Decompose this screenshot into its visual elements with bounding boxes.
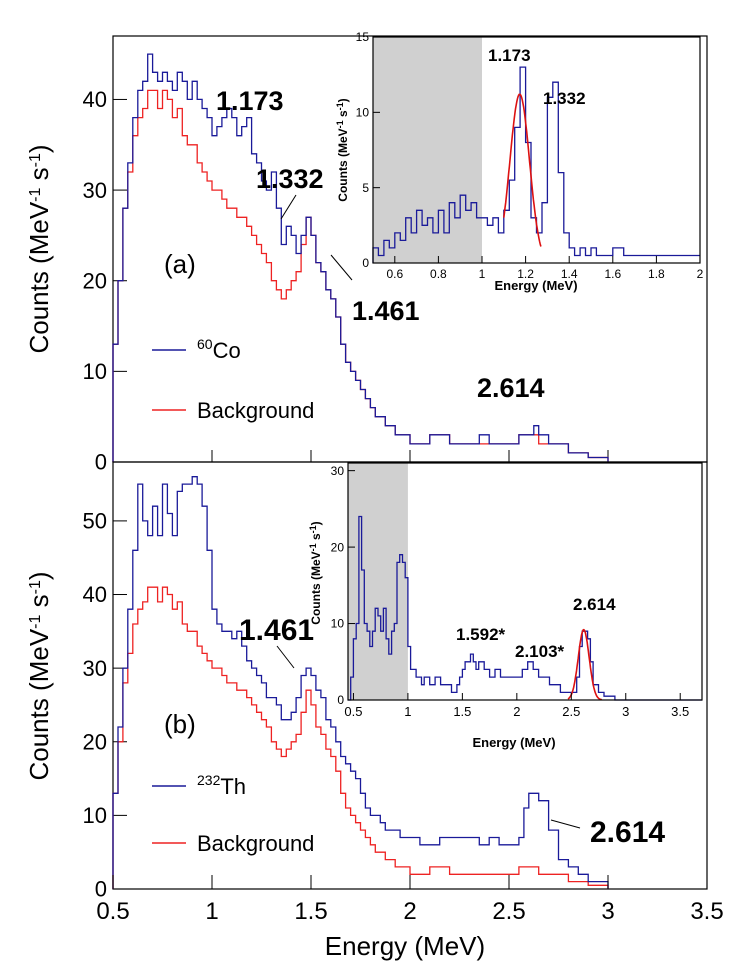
inset-a-annotation-1332: 1.332 [543,89,586,108]
x-tick-label: 3.5 [671,704,689,719]
panel-a-inset: 0 5 10 15 0.6 0.8 1 1.2 1.4 1.6 1.8 2 Counts (MeV-1… [335,30,704,293]
y-tick-label: 30 [331,464,345,478]
x-tick-label: 0.6 [386,267,403,281]
y-tick-label: 10 [356,106,370,120]
legend-b-232th: 232Th [197,772,246,799]
inset-a-annotation-1173: 1.173 [488,46,531,65]
y-tick-label: 20 [331,540,345,554]
inset-b-series [348,515,702,701]
panel-b-inset: 0 10 20 30 0.5 1 1.5 2 2.5 3 3.5 Counts (MeV-1 s-1… [308,462,703,750]
inset-a-series [372,66,700,263]
arrow-b-1461 [276,645,295,669]
x-tick-label: 2 [513,704,520,719]
y-tick-label: 20 [83,729,107,754]
y-tick-label: 0 [337,693,344,707]
y-tick-label: 30 [83,178,107,203]
x-tick-label: 2.5 [562,704,580,719]
x-tick-label: 0.5 [344,704,362,719]
panel-b-series [112,476,609,889]
inset-b-frame [347,462,703,701]
legend-a-60co: 60Co [197,336,241,363]
y-tick-label: 0 [362,256,369,270]
x-tick-label: 1 [404,704,411,719]
series-b_inset-232th-background [348,515,702,701]
annotation-b-2614: 2.614 [590,816,665,849]
x-tick-label: 1.5 [453,704,471,719]
panel-b-ticks: 0 10 20 30 40 50 [83,509,127,902]
annotation-a-1461: 1.461 [352,296,420,326]
y-tick-label: 0 [95,877,107,902]
x-tick-label: 1 [205,898,218,925]
annotation-a-2614: 2.614 [477,373,545,403]
inset-b-ticks: 0 10 20 30 0.5 1 1.5 2 2.5 3 3.5 [331,464,690,719]
inset-a-ticks: 0 5 10 15 0.6 0.8 1 1.2 1.4 1.6 1.8 2 [356,30,704,281]
y-tick-label: 50 [83,509,107,534]
arrow-a-1461 [330,254,353,281]
fit-curve-b_inset [567,628,602,701]
annotation-b-1461: 1.461 [239,614,314,647]
inset-b-annotation-2614: 2.614 [573,595,616,614]
legend-a-background: Background [197,398,314,423]
x-tick-label: 1.6 [604,267,621,281]
x-axis-label: Energy (MeV) [325,931,485,961]
y-tick-label: 30 [83,656,107,681]
arrow-a-1332 [280,194,297,220]
y-tick-label: 40 [83,87,107,112]
panel-a-tag: (a) [164,249,196,279]
series-b_main-232th [112,476,609,889]
y-tick-label: 0 [95,450,107,475]
x-tick-label: 3.5 [690,898,723,925]
x-tick-label: 3 [622,704,629,719]
x-tick-label: 0.5 [96,898,129,925]
panel-a-series [112,53,609,462]
y-tick-label: 10 [83,359,107,384]
x-tick-label: 2.5 [492,898,525,925]
y-tick-label: 15 [356,30,370,44]
inset-b-xlabel: Energy (MeV) [472,735,555,750]
legend-b-background: Background [197,831,314,856]
x-tick-label: 1.5 [294,898,327,925]
inset-b-annotation-2103: 2.103* [515,642,565,661]
y-tick-label: 40 [83,582,107,607]
inset-b-shaded-region [348,463,408,700]
series-b_main-background [112,586,609,889]
y-tick-label: 10 [83,803,107,828]
inset-b-annotation-1592: 1.592* [456,625,506,644]
inset-a-shaded-region [373,37,482,263]
y-tick-label: 5 [362,181,369,195]
fit-curve-a_inset [503,93,542,247]
arrow-b-2614 [550,819,581,829]
x-tick-label: 1.8 [648,267,665,281]
inset-a-frame [372,36,701,264]
inset-a-ylabel: Counts (MeV-1 s-1) [335,98,350,201]
x-tick-label: 2 [403,898,416,925]
inset-a-xlabel: Energy (MeV) [494,278,577,293]
y-tick-label: 10 [331,617,345,631]
panel-b-ylabel: Counts (MeV-1 s-1) [24,571,54,780]
series-a_main-60co [112,53,609,462]
panel-a-ylabel: Counts (MeV-1 s-1) [24,144,54,353]
inset-b-ylabel: Counts (MeV-1 s-1) [308,521,323,624]
y-tick-label: 20 [83,268,107,293]
x-tick-label: 3 [601,898,614,925]
panel-b-tag: (b) [164,709,196,739]
x-tick-label: 1.4 [561,267,578,281]
x-tick-label: 1 [479,267,486,281]
x-tick-label: 0.8 [430,267,447,281]
x-tick-label: 1.2 [517,267,534,281]
x-tick-label: 2 [697,267,704,281]
annotation-a-1332: 1.332 [256,164,324,194]
annotation-a-1173: 1.173 [216,86,284,116]
series-a_inset-60co-background [372,66,700,263]
x-tick-labels: 0.5 1 1.5 2 2.5 3 3.5 [96,875,724,925]
